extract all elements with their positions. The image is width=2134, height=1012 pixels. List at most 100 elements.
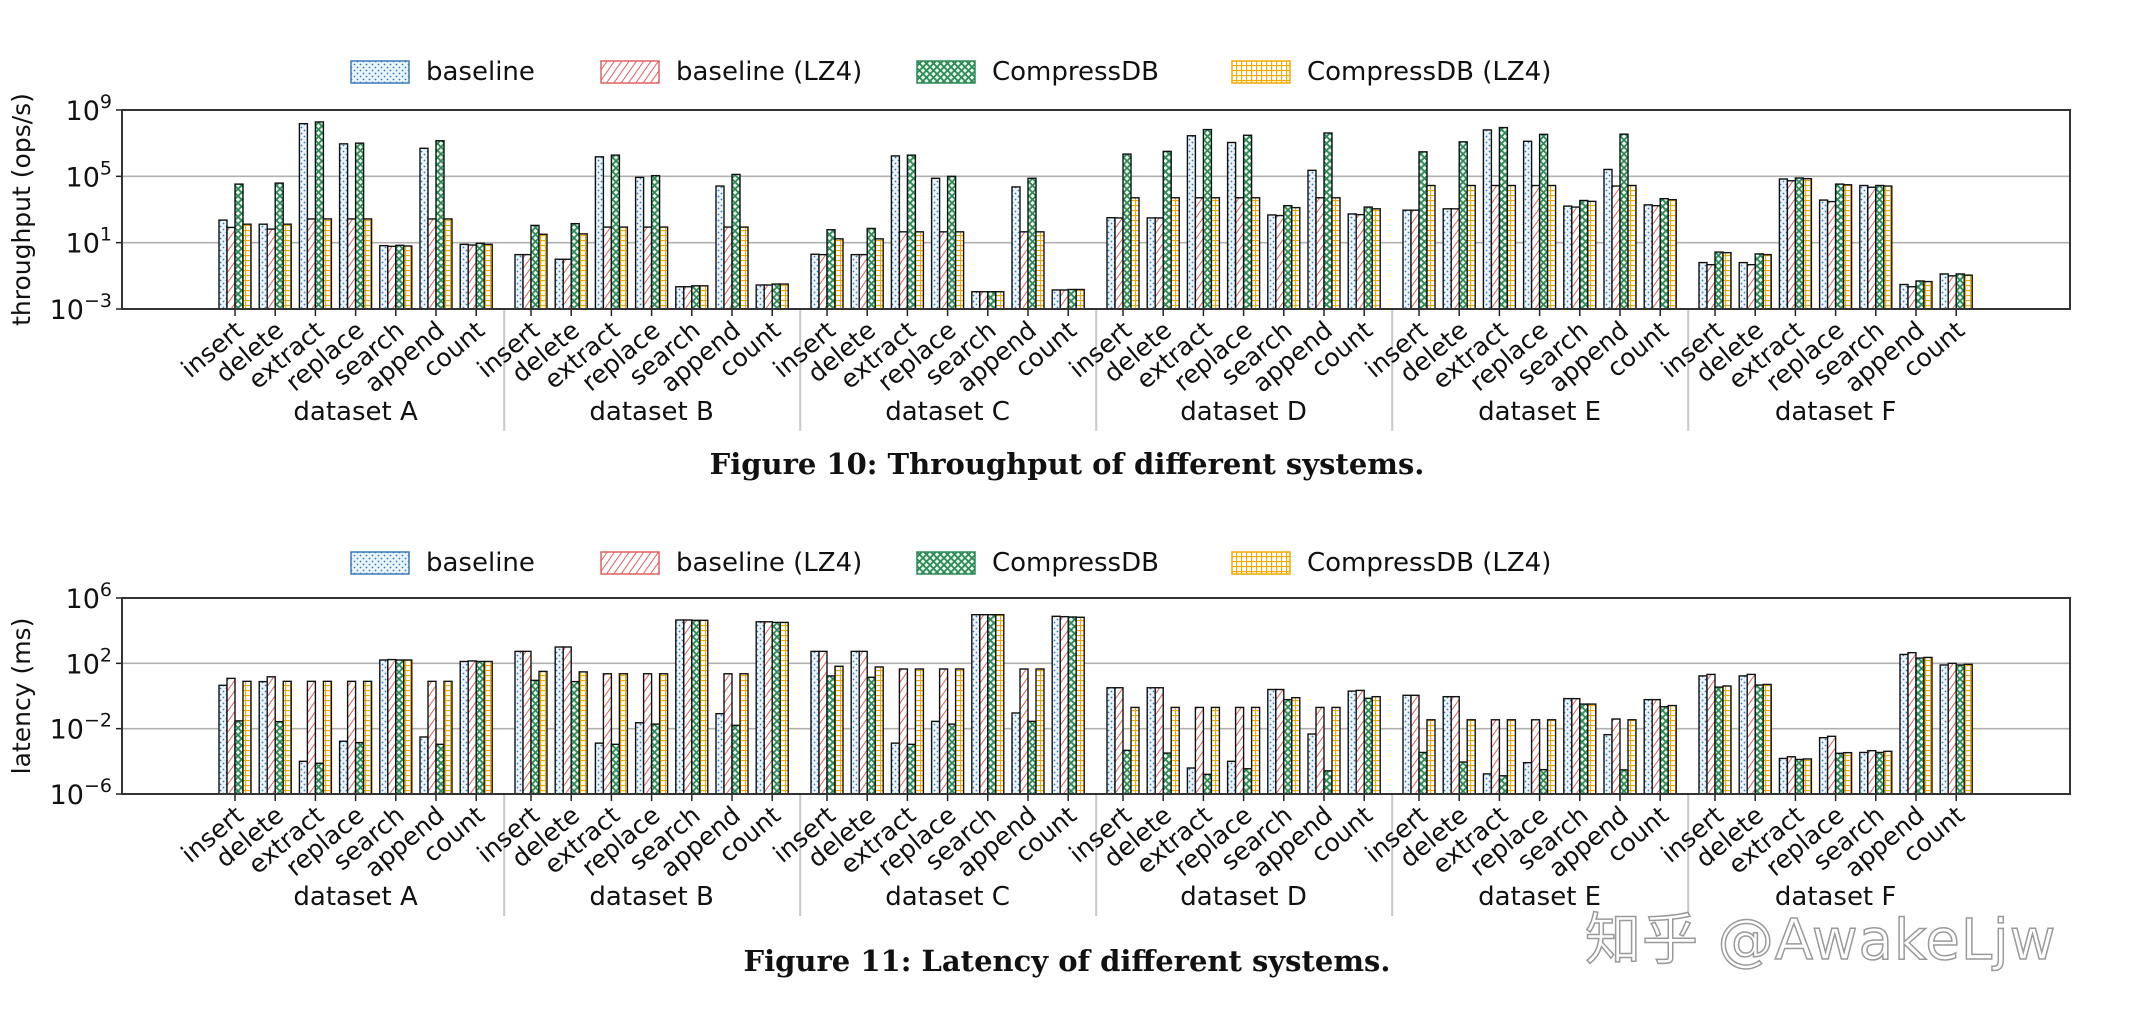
bar — [387, 658, 397, 795]
bar — [1482, 773, 1493, 795]
legend-item-baseline: baseline — [350, 543, 535, 583]
bar — [1842, 184, 1853, 310]
bar — [1867, 186, 1877, 310]
bar — [1154, 217, 1164, 310]
bar — [1355, 213, 1365, 310]
bar — [1875, 184, 1885, 310]
bar — [1818, 736, 1829, 795]
bar — [1546, 719, 1557, 795]
legend-label: baseline (LZ4) — [676, 548, 863, 578]
y-tick-label: 101 — [66, 224, 112, 260]
bar — [1762, 683, 1772, 795]
bar — [1323, 770, 1333, 795]
bar — [602, 226, 613, 310]
bar — [562, 258, 572, 310]
axes-frame — [121, 109, 2071, 310]
bar — [538, 233, 548, 310]
bar — [779, 621, 789, 795]
bar — [1418, 751, 1428, 795]
bar — [1826, 735, 1837, 795]
bar — [298, 122, 309, 310]
bar — [731, 173, 741, 310]
bar — [483, 243, 493, 310]
bar — [858, 253, 868, 310]
bar — [522, 253, 532, 310]
bar — [755, 284, 765, 310]
legend-swatch-crosshatch-icon — [916, 551, 976, 575]
bar — [634, 722, 645, 795]
bar — [1226, 141, 1237, 310]
bar — [1738, 675, 1748, 795]
bar — [1011, 186, 1021, 310]
bar — [1579, 703, 1589, 795]
bar — [1458, 141, 1468, 310]
bar — [1426, 719, 1436, 795]
bar — [1307, 169, 1317, 310]
bar — [658, 673, 669, 795]
dataset-label: dataset F — [1775, 397, 1897, 427]
bar — [1563, 205, 1573, 310]
y-tick-label: 106 — [66, 579, 112, 615]
bar — [1067, 288, 1077, 310]
bar — [242, 223, 252, 310]
y-tick-base: 10 — [66, 649, 100, 680]
bar — [1170, 197, 1180, 310]
bar — [771, 621, 781, 795]
bar — [938, 668, 949, 795]
legend-label: CompressDB — [992, 57, 1159, 87]
bar — [459, 660, 469, 795]
legend-swatch-grid-icon — [1231, 60, 1291, 84]
bar — [314, 762, 325, 795]
bar — [602, 673, 613, 795]
bar — [1498, 775, 1509, 795]
bar — [1955, 664, 1965, 795]
bar — [1754, 684, 1764, 795]
y-axis-label: throughput (ops/s) — [7, 93, 36, 326]
bar — [658, 226, 669, 310]
bar — [1738, 261, 1748, 310]
bar — [739, 226, 749, 310]
bar — [1210, 706, 1221, 795]
bar — [1242, 768, 1253, 795]
bar — [242, 680, 252, 795]
bar — [1627, 719, 1637, 795]
bar — [1603, 733, 1613, 795]
bar — [810, 253, 820, 310]
legend-label: baseline — [426, 57, 535, 87]
bar — [1490, 719, 1501, 795]
bar — [1794, 177, 1805, 310]
bar — [1027, 177, 1037, 310]
bar — [731, 724, 741, 795]
bar — [530, 224, 540, 310]
bar — [1202, 773, 1213, 795]
bar — [1706, 263, 1716, 310]
bar — [946, 175, 957, 310]
legend-item-compressdb: CompressDB — [916, 543, 1159, 583]
bar — [218, 219, 228, 310]
bar — [1307, 733, 1317, 795]
bar — [1075, 288, 1085, 310]
bar — [1939, 664, 1949, 795]
bar — [427, 680, 437, 795]
bar — [1587, 200, 1597, 310]
bar — [739, 673, 749, 795]
y-tick-label: 105 — [66, 157, 112, 193]
bar — [675, 286, 685, 310]
bar — [322, 680, 333, 795]
bar — [1963, 663, 1973, 795]
bar — [1250, 197, 1261, 310]
bar — [282, 223, 292, 310]
bar — [1714, 251, 1724, 310]
bar — [699, 285, 709, 310]
bar — [1899, 653, 1909, 795]
bar — [979, 291, 989, 310]
bar — [1883, 750, 1893, 795]
bar — [1746, 263, 1756, 310]
bar — [1786, 180, 1797, 310]
bar — [826, 229, 836, 310]
bar — [234, 183, 244, 310]
bar — [395, 244, 405, 310]
bar — [1275, 688, 1285, 795]
bar — [1146, 217, 1156, 310]
